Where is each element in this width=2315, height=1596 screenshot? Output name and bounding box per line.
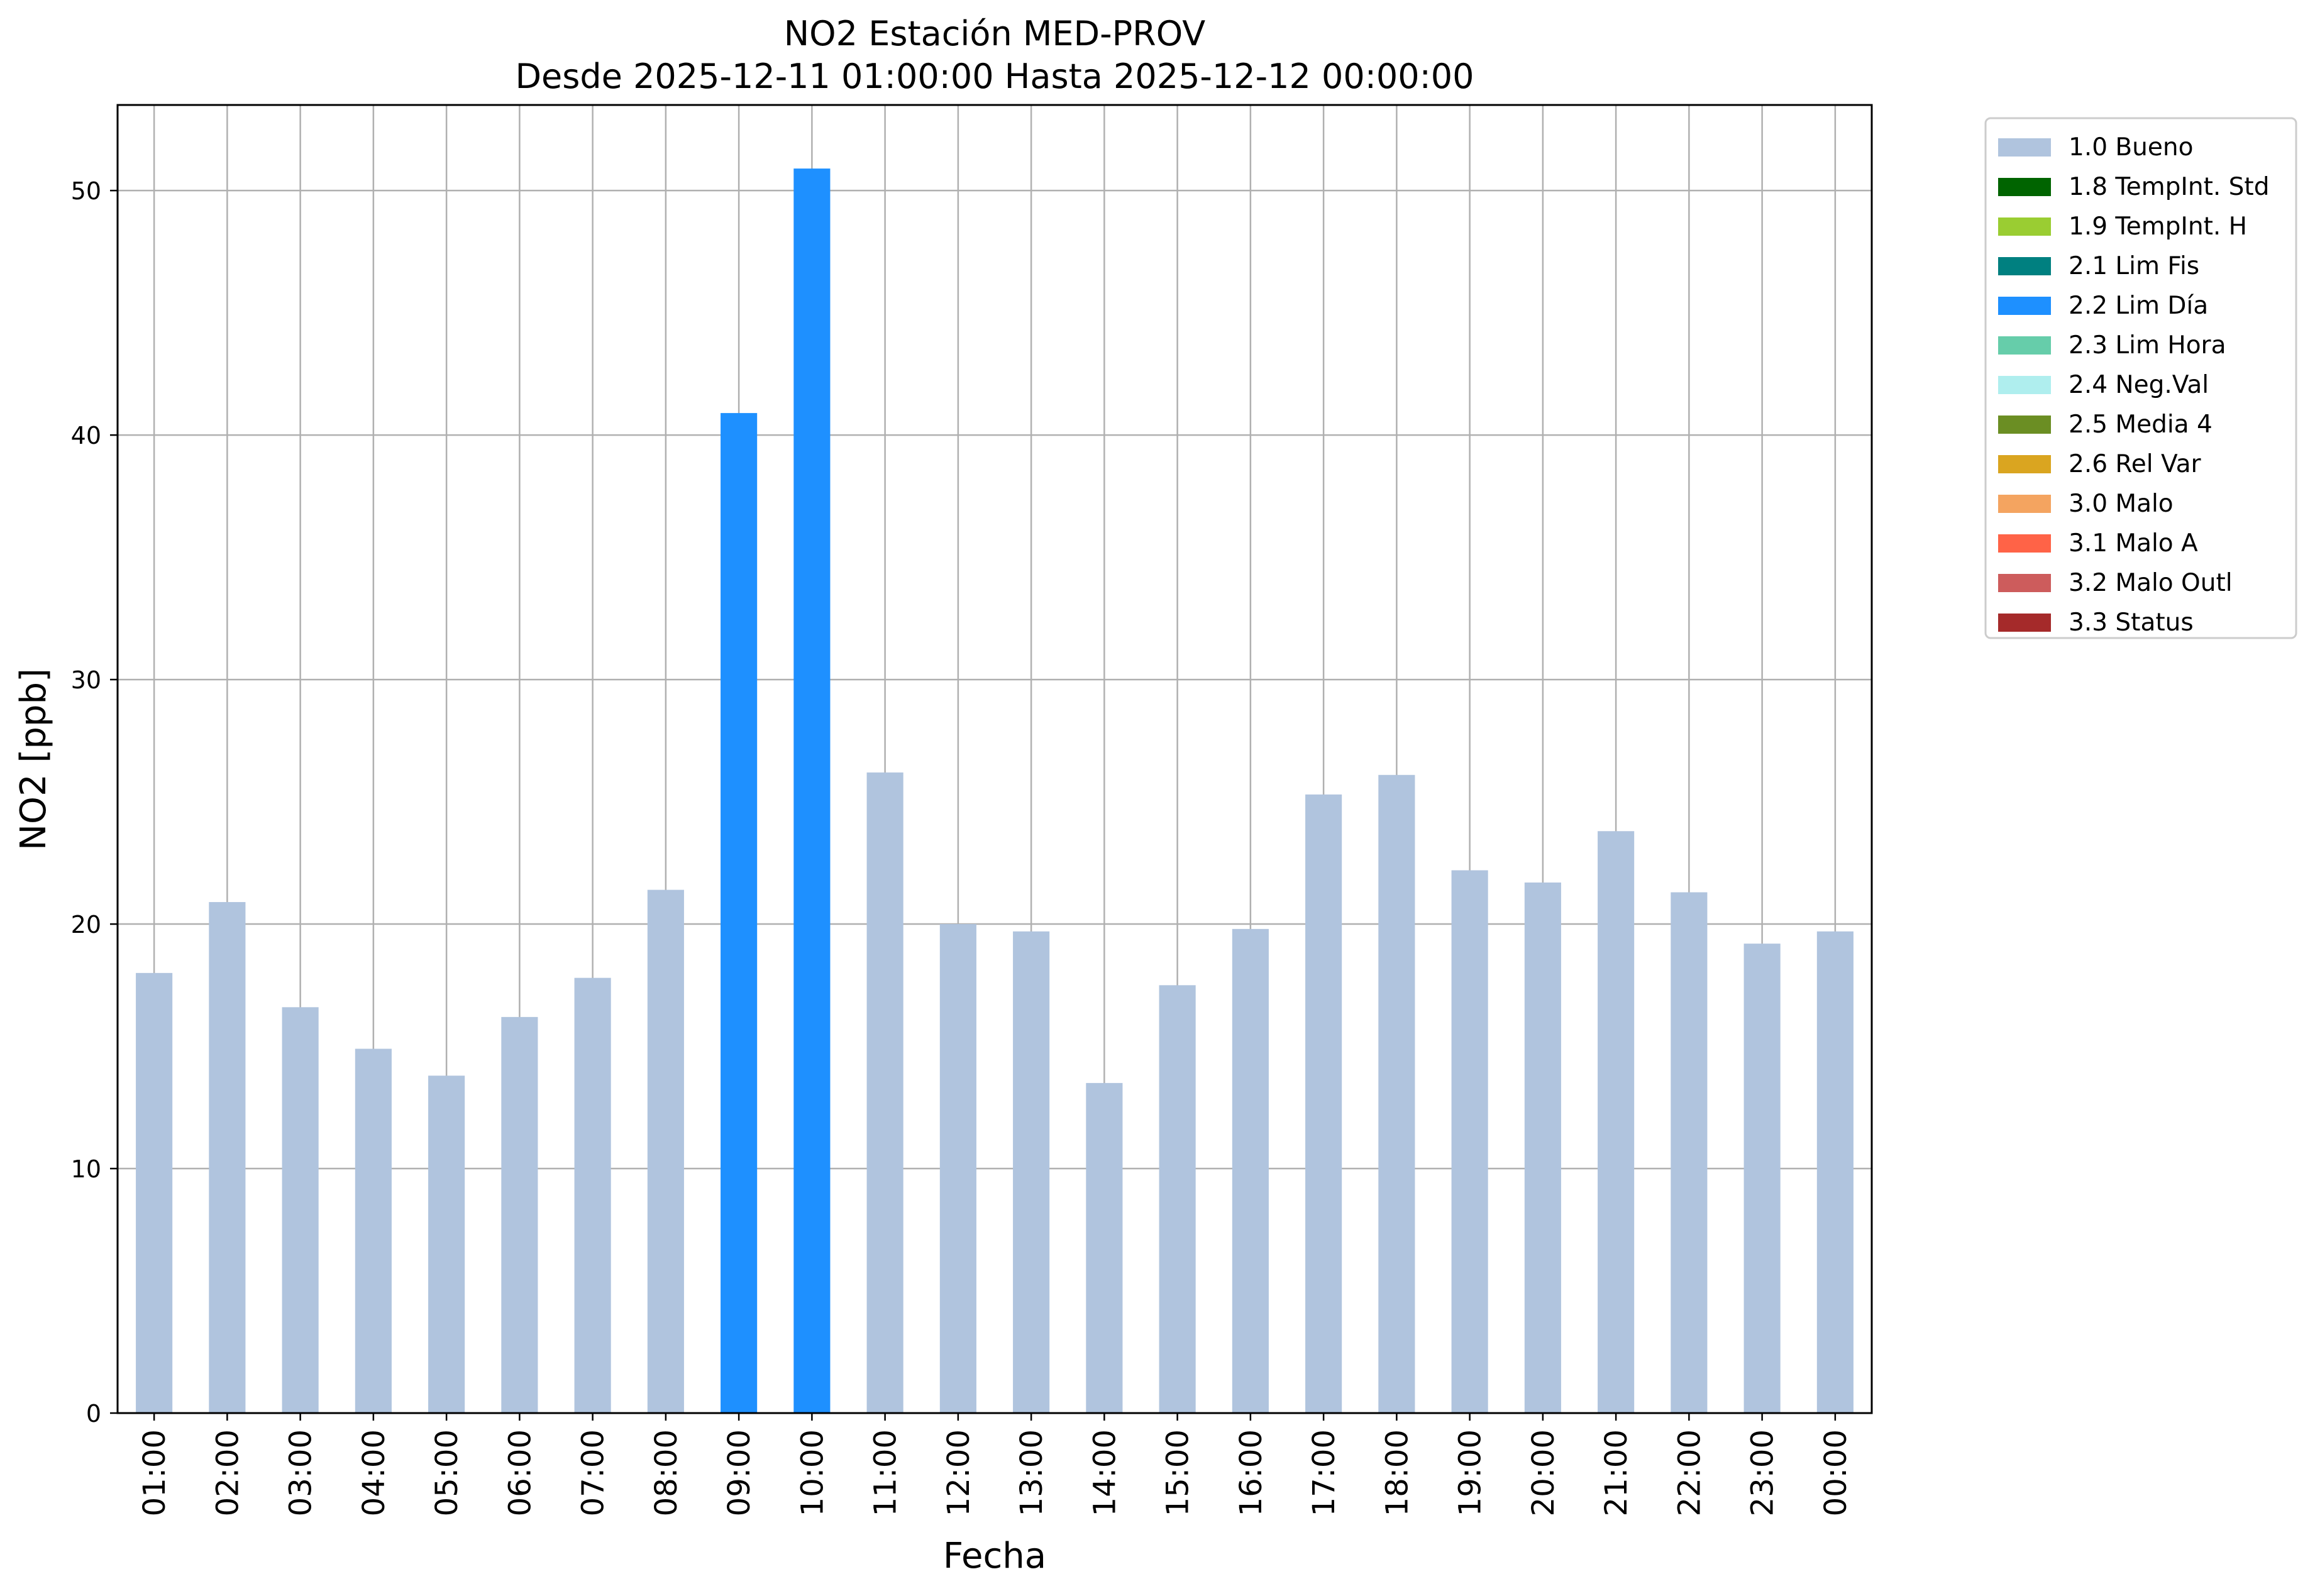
legend-swatch — [1998, 178, 2051, 196]
x-tick-label: 05:00 — [429, 1429, 465, 1516]
bar-1100 — [866, 772, 903, 1413]
legend-label: 3.0 Malo — [2069, 490, 2174, 518]
legend-swatch — [1998, 574, 2051, 592]
bar-2300 — [1743, 944, 1781, 1413]
chart-title: NO2 Estación MED-PROV — [784, 14, 1205, 53]
legend-label: 2.1 Lim Fis — [2069, 252, 2199, 280]
x-tick-label: 20:00 — [1526, 1429, 1561, 1516]
y-axis: 0 10 20 30 40 50 — [71, 177, 118, 1428]
legend: 1.0 Bueno 1.8 TempInt. Std 1.9 TempInt. H 2… — [1984, 117, 2297, 639]
legend-swatch — [1998, 495, 2051, 513]
legend-label: 3.3 Status — [2069, 608, 2194, 637]
bar-0700 — [574, 977, 611, 1413]
bar-1900 — [1451, 870, 1488, 1413]
legend-swatch — [1998, 138, 2051, 157]
bar-1300 — [1013, 931, 1050, 1413]
legend-label: 2.5 Media 4 — [2069, 410, 2213, 439]
bar-1600 — [1232, 928, 1269, 1413]
x-tick-label: 09:00 — [722, 1429, 757, 1516]
x-tick-label: 19:00 — [1453, 1429, 1488, 1516]
legend-swatch — [1998, 297, 2051, 315]
bar-1200 — [939, 924, 976, 1413]
x-tick-label: 07:00 — [576, 1429, 611, 1516]
y-tick-label: 40 — [71, 422, 101, 449]
x-tick-label: 16:00 — [1234, 1429, 1269, 1516]
bar-2100 — [1598, 831, 1635, 1413]
legend-label: 1.9 TempInt. H — [2069, 212, 2247, 241]
x-tick-label: 10:00 — [795, 1429, 830, 1516]
y-tick-label: 20 — [71, 911, 101, 938]
legend-label: 2.4 Neg.Val — [2069, 371, 2209, 399]
legend-swatch — [1998, 455, 2051, 473]
x-tick-label: 01:00 — [137, 1429, 172, 1516]
y-tick-label: 50 — [71, 177, 101, 205]
legend-label: 1.0 Bueno — [2069, 133, 2193, 162]
x-tick-label: 15:00 — [1161, 1429, 1196, 1516]
bar-0600 — [501, 1016, 538, 1413]
x-tick-label: 08:00 — [649, 1429, 684, 1516]
bar-0800 — [647, 889, 684, 1413]
x-tick-label: 11:00 — [868, 1429, 903, 1516]
bar-2000 — [1524, 882, 1561, 1413]
x-tick-label: 04:00 — [356, 1429, 392, 1516]
legend-label: 2.2 Lim Día — [2069, 292, 2208, 320]
x-tick-label: 13:00 — [1014, 1429, 1049, 1516]
x-axis-label: Fecha — [943, 1536, 1046, 1577]
x-tick-label: 03:00 — [284, 1429, 319, 1516]
bar-1000 — [793, 168, 831, 1414]
legend-box — [1984, 117, 2297, 639]
bar-1500 — [1159, 985, 1196, 1413]
bar-1400 — [1086, 1082, 1123, 1413]
bar-0300 — [282, 1007, 319, 1413]
legend-label: 2.6 Rel Var — [2069, 450, 2202, 478]
y-tick-label: 10 — [71, 1155, 101, 1183]
bar-0400 — [355, 1048, 392, 1413]
x-tick-label: 17:00 — [1307, 1429, 1342, 1516]
bar-0100 — [136, 972, 173, 1413]
x-tick-label: 02:00 — [210, 1429, 245, 1516]
x-tick-label: 22:00 — [1672, 1429, 1707, 1516]
bar-1700 — [1305, 794, 1342, 1413]
legend-swatch — [1998, 534, 2051, 553]
legend-swatch — [1998, 217, 2051, 236]
bar-0200 — [209, 902, 246, 1413]
legend-label: 1.8 TempInt. Std — [2069, 173, 2269, 201]
y-tick-label: 0 — [86, 1400, 101, 1428]
legend-swatch — [1998, 376, 2051, 394]
x-axis: 01:00 02:00 03:00 04:00 05:00 06:00 07:00 08:00… — [137, 1413, 1854, 1516]
x-tick-label: 23:00 — [1745, 1429, 1781, 1516]
bar-0500 — [428, 1076, 465, 1413]
legend-swatch — [1998, 257, 2051, 275]
x-tick-label: 00:00 — [1818, 1429, 1854, 1516]
legend-swatch — [1998, 336, 2051, 355]
bar-1800 — [1378, 774, 1415, 1413]
plot-frame — [116, 104, 1873, 1414]
x-tick-label: 14:00 — [1087, 1429, 1122, 1516]
legend-label: 3.2 Malo Outl — [2069, 569, 2233, 597]
bars — [136, 168, 1854, 1414]
bar-0000 — [1816, 931, 1854, 1413]
y-tick-label: 30 — [71, 666, 101, 694]
x-tick-label: 06:00 — [502, 1429, 538, 1516]
x-tick-label: 18:00 — [1379, 1429, 1415, 1516]
legend-swatch — [1998, 416, 2051, 434]
bar-0900 — [721, 413, 758, 1413]
bar-2200 — [1671, 892, 1708, 1413]
x-tick-label: 12:00 — [941, 1429, 976, 1516]
legend-swatch — [1998, 614, 2051, 632]
chart-subtitle: Desde 2025-12-11 01:00:00 Hasta 2025-12-… — [515, 57, 1474, 96]
x-tick-label: 21:00 — [1599, 1429, 1634, 1516]
y-axis-label: NO2 [ppb] — [13, 668, 54, 850]
legend-label: 3.1 Malo A — [2069, 529, 2198, 558]
legend-label: 2.3 Lim Hora — [2069, 331, 2226, 360]
